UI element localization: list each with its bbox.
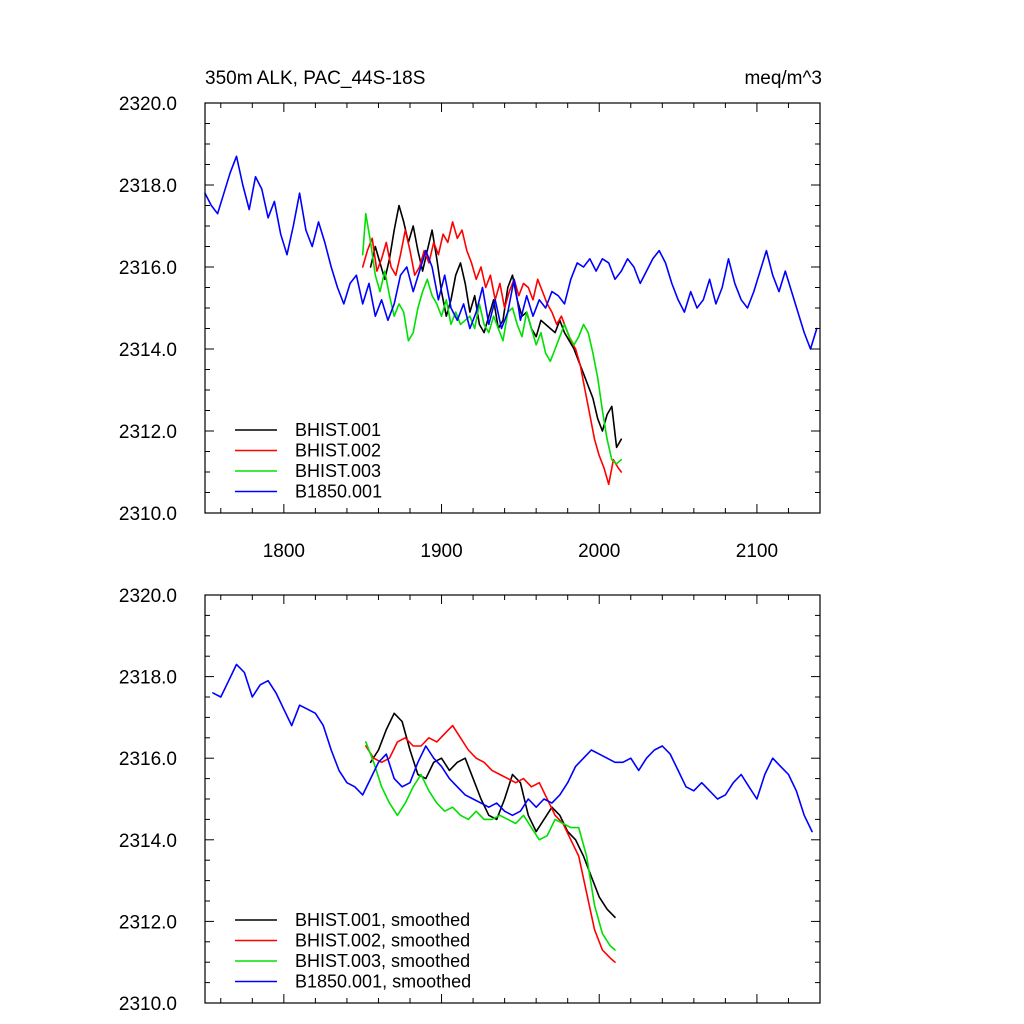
y-tick-label: 2314.0 (119, 340, 177, 361)
legend-label: BHIST.002 (295, 441, 381, 461)
legend-label: B1850.001, smoothed (295, 972, 471, 992)
y-tick-label: 2312.0 (119, 422, 177, 443)
legend-label: BHIST.003 (295, 461, 381, 481)
legend-label: BHIST.001, smoothed (295, 910, 470, 930)
y-tick-label: 2310.0 (119, 504, 177, 525)
y-tick-label: 2318.0 (119, 176, 177, 197)
x-tick-label: 1900 (420, 541, 462, 562)
y-tick-label: 2320.0 (119, 586, 177, 607)
y-tick-label: 2318.0 (119, 668, 177, 689)
y-tick-label: 2320.0 (119, 94, 177, 115)
units-label: meq/m^3 (744, 68, 822, 89)
legend-label: BHIST.003, smoothed (295, 951, 470, 971)
series-line-bhist-002-smoothed (364, 724, 616, 964)
series-line-bhist-003-smoothed (364, 741, 616, 951)
legend-label: BHIST.001 (295, 420, 381, 440)
y-tick-label: 2310.0 (119, 994, 177, 1015)
y-tick-label: 2316.0 (119, 258, 177, 279)
y-tick-label: 2316.0 (119, 749, 177, 770)
chart-title: 350m ALK, PAC_44S-18S (205, 68, 425, 89)
series-line-b1850-001-smoothed (212, 663, 813, 833)
x-tick-label: 1800 (263, 541, 305, 562)
y-tick-label: 2312.0 (119, 912, 177, 933)
series-line-bhist-002 (361, 221, 623, 486)
x-tick-label: 2100 (736, 541, 778, 562)
y-tick-label: 2314.0 (119, 831, 177, 852)
legend-label: BHIST.002, smoothed (295, 931, 470, 951)
series-line-bhist-003 (361, 212, 623, 465)
series-line-bhist-001-smoothed (369, 712, 616, 919)
series-line-b1850-001 (204, 155, 818, 350)
x-tick-label: 2000 (578, 541, 620, 562)
legend-label: B1850.001 (295, 482, 382, 502)
top-panel: 350m ALK, PAC_44S-18S meq/m^3 BHIST.001B… (119, 68, 822, 562)
